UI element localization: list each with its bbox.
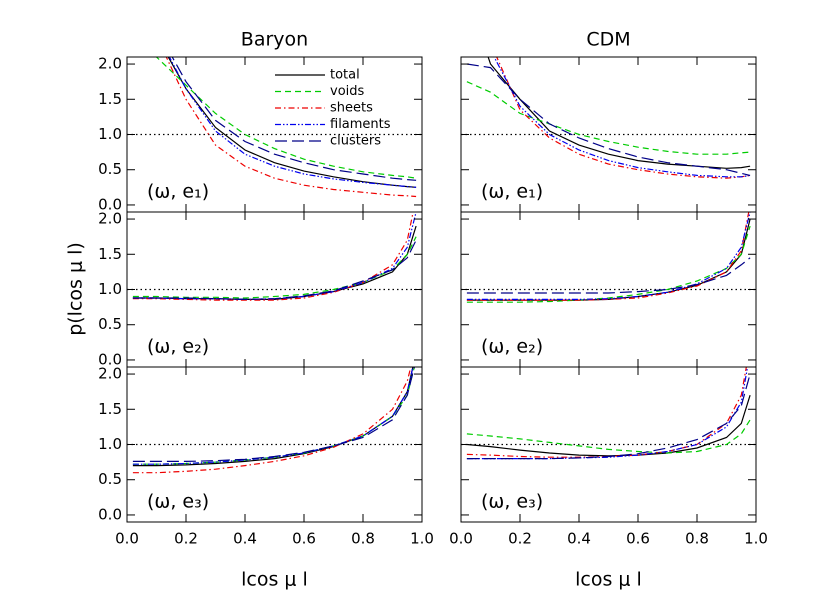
x-tick-label: 0.6 — [626, 530, 650, 548]
legend-label: filaments — [330, 117, 391, 132]
legend-label: voids — [330, 84, 365, 99]
panel-annotation: (ω, e₂) — [147, 336, 209, 358]
series-line — [466, 218, 751, 301]
panel-annotation: (ω, e₁) — [147, 181, 209, 203]
y-tick-label: 1.5 — [98, 90, 122, 108]
series-line — [466, 395, 751, 457]
series-line — [493, 57, 751, 178]
y-tick-label: 2.0 — [98, 210, 122, 228]
series-line — [132, 239, 417, 301]
y-tick-label: 2.0 — [98, 55, 122, 73]
series-line — [496, 57, 751, 179]
series-line — [466, 367, 747, 458]
series-line — [466, 63, 751, 176]
panel — [461, 212, 756, 303]
y-tick-label: 0.5 — [98, 160, 122, 178]
column-title: CDM — [586, 29, 630, 51]
panel-annotation: (ω, e₁) — [481, 181, 543, 203]
y-tick-label: 0.5 — [98, 470, 122, 488]
y-tick-label: 0.0 — [98, 505, 122, 523]
panel-annotation: (ω, e₃) — [481, 491, 543, 513]
series-line — [466, 419, 751, 454]
y-tick-label: 1.0 — [98, 280, 122, 298]
y-tick-label: 1.5 — [98, 400, 122, 418]
panel — [127, 57, 422, 198]
series-line — [466, 373, 751, 460]
panel — [461, 367, 756, 460]
legend-label: sheets — [330, 101, 373, 116]
x-axis-label: lcos μ l — [575, 569, 642, 591]
series-line — [132, 367, 414, 465]
x-tick-label: 0.0 — [449, 530, 473, 548]
y-tick-label: 0.5 — [98, 315, 122, 333]
series-line — [466, 212, 751, 300]
series-line — [132, 367, 412, 474]
series-line — [168, 57, 417, 188]
y-axis-label: p(lcos μ l) — [65, 242, 87, 336]
panel — [127, 367, 422, 474]
y-tick-label: 1.5 — [98, 245, 122, 263]
y-tick-label: 0.0 — [98, 195, 122, 213]
series-line — [466, 367, 749, 460]
x-tick-label: 1.0 — [410, 530, 434, 548]
series-line — [132, 236, 417, 299]
x-tick-label: 0.4 — [567, 530, 591, 548]
series-line — [466, 225, 751, 303]
x-tick-label: 0.4 — [233, 530, 257, 548]
x-tick-label: 0.8 — [351, 530, 375, 548]
x-tick-label: 1.0 — [744, 530, 768, 548]
panel-annotation: (ω, e₃) — [147, 491, 209, 513]
y-tick-label: 1.0 — [98, 125, 122, 143]
series-line — [132, 212, 417, 301]
series-line — [132, 367, 415, 462]
legend-label: total — [330, 68, 360, 83]
series-line — [466, 81, 751, 155]
legend-label: clusters — [330, 134, 381, 149]
series-line — [466, 212, 750, 301]
series-line — [171, 57, 417, 181]
panel — [461, 57, 756, 179]
series-line — [132, 212, 414, 301]
x-tick-label: 0.2 — [174, 530, 198, 548]
x-tick-label: 0.8 — [685, 530, 709, 548]
y-tick-label: 2.0 — [98, 365, 122, 383]
series-line — [132, 367, 415, 465]
x-tick-label: 0.2 — [508, 530, 532, 548]
panel-annotation: (ω, e₂) — [481, 336, 543, 358]
series-line — [466, 257, 751, 294]
x-axis-label: lcos μ l — [241, 569, 308, 591]
y-tick-label: 0.0 — [98, 350, 122, 368]
series-line — [132, 225, 417, 300]
y-tick-label: 1.0 — [98, 435, 122, 453]
column-title: Baryon — [241, 29, 308, 51]
series-line — [132, 367, 414, 467]
series-line — [487, 57, 751, 169]
panel — [127, 212, 422, 301]
x-tick-label: 0.6 — [292, 530, 316, 548]
x-tick-label: 0.0 — [115, 530, 139, 548]
